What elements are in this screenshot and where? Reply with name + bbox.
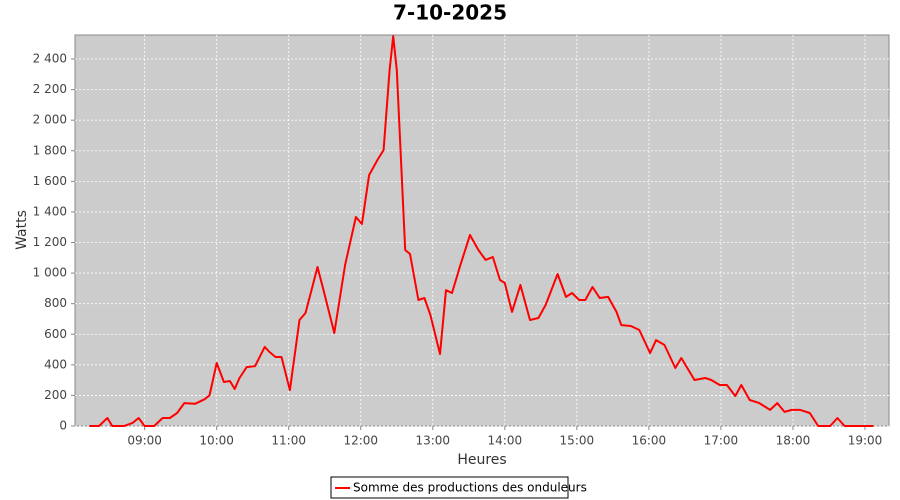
legend-label: Somme des productions des onduleurs [353, 481, 587, 495]
y-axis-title: Watts [14, 210, 30, 250]
y-tick-label: 1 800 [33, 143, 67, 157]
x-tick-label: 19:00 [848, 434, 883, 448]
x-tick-label: 16:00 [632, 434, 667, 448]
y-tick-label: 0 [59, 419, 67, 433]
x-tick-label: 18:00 [776, 434, 811, 448]
legend-box [330, 476, 569, 499]
y-tick-label: 2 200 [33, 82, 67, 96]
x-tick-label: 10:00 [199, 434, 234, 448]
x-tick-label: 09:00 [127, 434, 162, 448]
y-tick-label: 2 400 [33, 52, 67, 66]
y-tick-label: 800 [44, 296, 67, 310]
chart-title: 7-10-2025 [393, 1, 507, 25]
y-tick-label: 1 400 [33, 204, 67, 218]
y-tick-label: 600 [44, 327, 67, 341]
y-tick-label: 1 600 [33, 174, 67, 188]
y-tick-label: 200 [44, 388, 67, 402]
x-axis-title: Heures [457, 452, 506, 468]
x-tick-label: 15:00 [560, 434, 595, 448]
x-tick-label: 13:00 [415, 434, 450, 448]
data-line [89, 35, 874, 427]
legend: Somme des productions des onduleurs [330, 476, 587, 499]
y-tick-label: 2 000 [33, 113, 67, 127]
plot-area [74, 34, 890, 427]
y-tick-label: 400 [44, 357, 67, 371]
x-tick-label: 11:00 [271, 434, 306, 448]
x-tick-label: 17:00 [704, 434, 739, 448]
x-tick-label: 12:00 [343, 434, 378, 448]
x-tick-label: 14:00 [488, 434, 523, 448]
y-tick-label: 1 000 [33, 266, 67, 280]
y-tick-label: 1 200 [33, 235, 67, 249]
